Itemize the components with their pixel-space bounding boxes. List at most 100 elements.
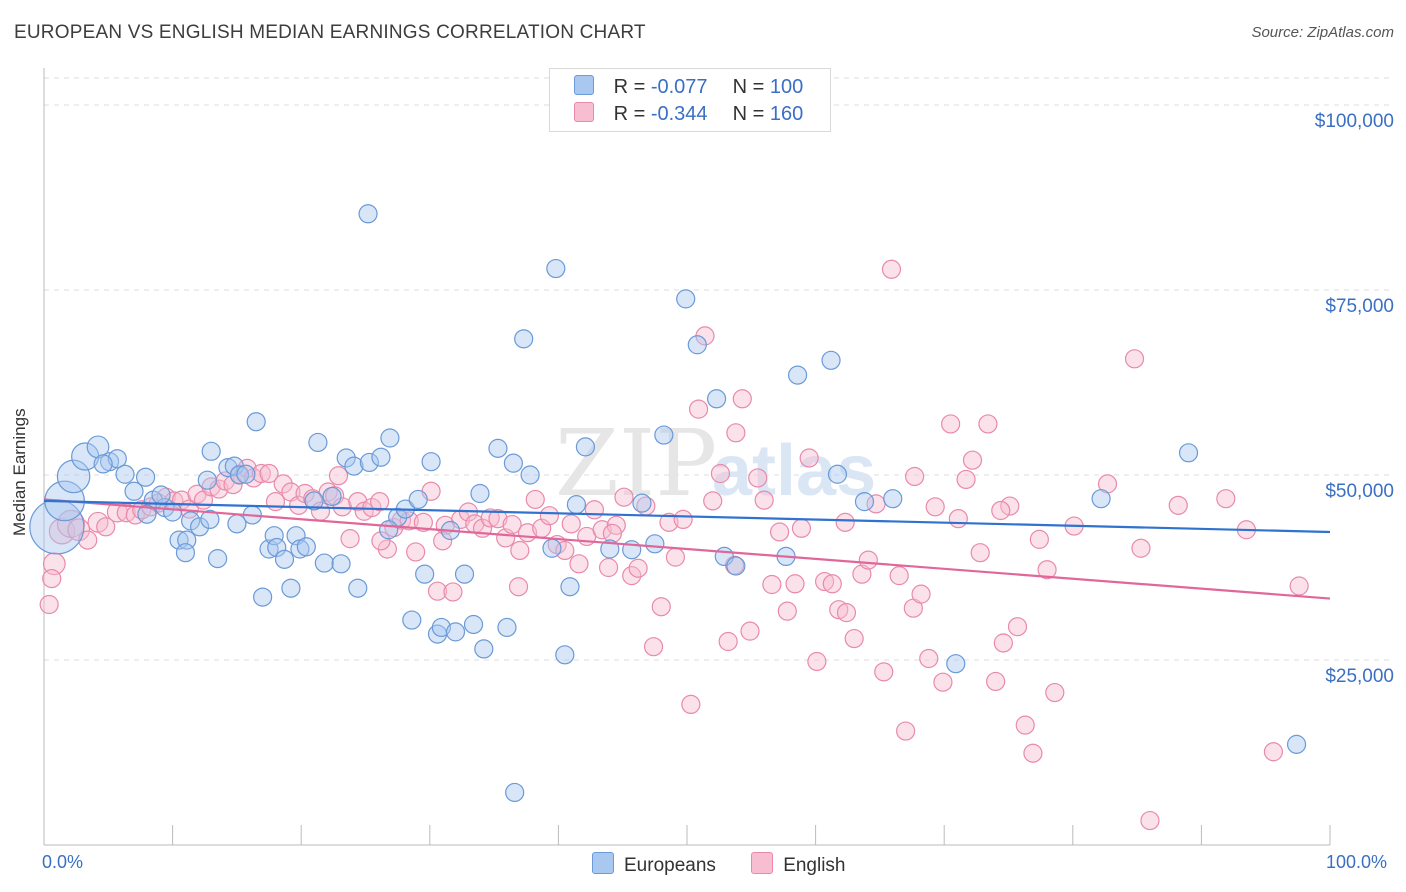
europeans-point	[379, 520, 399, 540]
europeans-point	[821, 350, 841, 370]
europeans-point	[359, 452, 379, 473]
english-point	[348, 492, 368, 512]
europeans-point	[267, 537, 287, 558]
europeans-point	[93, 454, 113, 474]
english-point	[569, 554, 589, 574]
english-point	[726, 423, 746, 443]
europeans-point	[408, 489, 428, 510]
english-point	[561, 514, 581, 534]
english-point	[665, 547, 686, 567]
english-point	[651, 597, 671, 617]
english-point	[598, 557, 619, 578]
europeans-point	[505, 782, 525, 803]
english-point	[1168, 495, 1188, 515]
english-point	[502, 514, 522, 535]
english-point	[829, 600, 849, 620]
chart-title: EUROPEAN VS ENGLISH MEDIAN EARNINGS CORR…	[14, 22, 646, 43]
series-legend: Europeans English	[592, 852, 876, 877]
europeans-point	[431, 617, 451, 638]
europeans-point	[380, 428, 400, 448]
english-point	[986, 671, 1006, 692]
europeans-point	[566, 495, 587, 515]
europeans-point	[281, 578, 301, 598]
europeans-point	[497, 617, 517, 638]
english-point	[480, 508, 500, 528]
europeans-point	[514, 329, 534, 349]
english-point	[1007, 617, 1028, 637]
english-point	[399, 511, 419, 531]
y-axis-label-wrapper: Median Earnings	[8, 0, 38, 892]
english-point	[791, 518, 812, 538]
europeans-point	[542, 538, 562, 558]
legend-n-label: N =	[732, 103, 765, 125]
series-legend-europeans[interactable]: Europeans	[592, 852, 716, 877]
europeans-point	[946, 654, 966, 674]
english-point	[948, 509, 968, 529]
legend-r-value: -0.077	[650, 76, 708, 98]
europeans-point	[348, 578, 368, 598]
english-point	[673, 509, 693, 530]
europeans-point	[474, 639, 494, 659]
english-point	[905, 466, 925, 487]
series-swatch-english	[751, 852, 774, 874]
english-point	[340, 529, 360, 549]
legend-r-value: -0.344	[650, 103, 708, 125]
series-label-europeans: Europeans	[624, 855, 716, 876]
europeans-point	[555, 645, 575, 665]
english-point	[413, 512, 433, 532]
europeans-point	[264, 526, 284, 546]
legend-n-value: 100	[769, 76, 804, 98]
europeans-point	[503, 453, 523, 473]
europeans-point	[421, 452, 441, 472]
english-point	[896, 721, 916, 741]
english-point	[881, 259, 902, 279]
english-point	[1015, 715, 1035, 735]
english-point	[251, 463, 271, 484]
english-point	[1289, 576, 1309, 596]
english-point	[42, 568, 62, 589]
europeans-point	[304, 491, 324, 511]
y-tick-label-1: $50,000	[1325, 481, 1394, 502]
english-point	[433, 531, 453, 551]
europeans-point	[190, 517, 210, 537]
trend-lines	[43, 498, 1331, 600]
english-point	[956, 469, 976, 490]
legend-swatch-english	[574, 102, 594, 122]
english-point	[919, 648, 939, 669]
english-point	[1131, 538, 1151, 558]
europeans-point	[56, 459, 91, 494]
english-point	[1029, 529, 1049, 549]
legend-row-europeans: R = -0.077 N = 100	[574, 75, 803, 101]
europeans-point	[229, 465, 250, 485]
europeans-point	[322, 486, 342, 507]
europeans-point	[296, 537, 316, 557]
english-point	[740, 621, 760, 641]
english-point	[443, 582, 463, 602]
english-point	[732, 389, 752, 409]
english-point	[370, 492, 390, 512]
europeans-point	[163, 502, 183, 522]
y-tick-label-2: $75,000	[1325, 296, 1394, 317]
english-point	[1216, 489, 1236, 509]
europeans-point	[402, 610, 422, 630]
europeans-point	[246, 412, 266, 432]
europeans-point	[687, 335, 707, 355]
english-point	[1037, 560, 1057, 580]
english-point	[1023, 743, 1043, 763]
europeans-point	[227, 514, 247, 534]
english-point	[592, 520, 612, 540]
english-point	[835, 512, 855, 532]
english-point	[993, 633, 1013, 653]
y-axis-label: Median Earnings	[10, 408, 29, 536]
english-point	[799, 448, 819, 468]
europeans-point	[308, 432, 328, 453]
europeans-point	[124, 481, 144, 501]
legend-swatch-europeans	[574, 75, 594, 95]
english-point	[328, 466, 349, 486]
europeans-point	[197, 470, 217, 490]
english-point	[748, 468, 768, 488]
english-point	[844, 628, 864, 649]
series-legend-english[interactable]: English	[751, 852, 846, 877]
europeans-point	[787, 365, 808, 385]
